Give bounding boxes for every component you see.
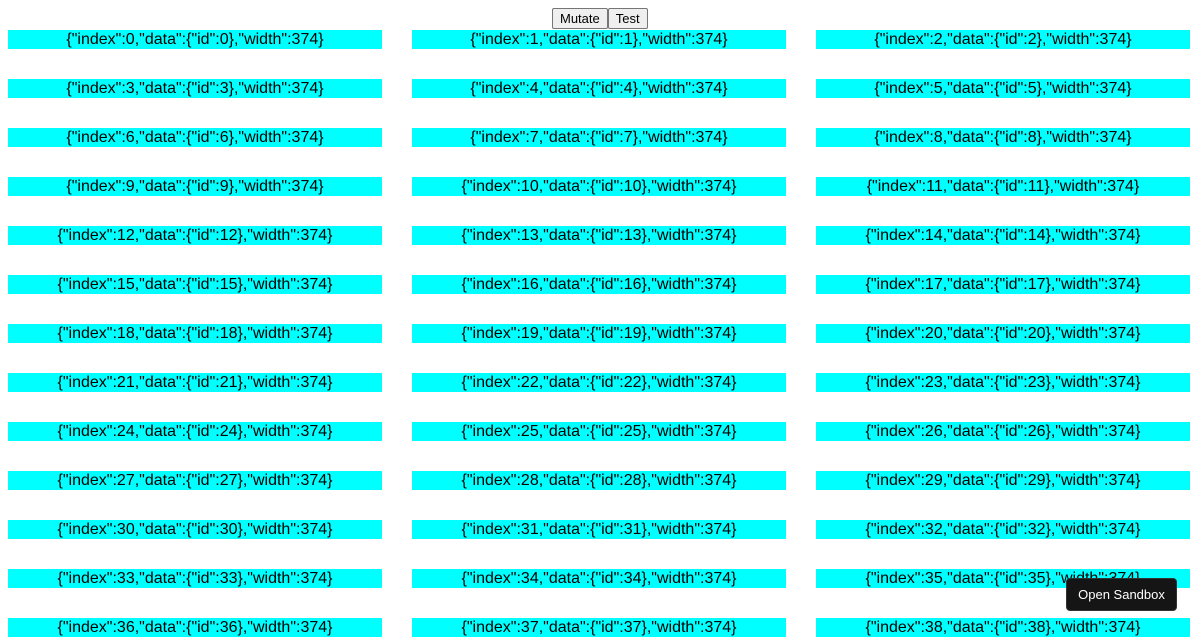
grid-item: {"index":4,"data":{"id":4},"width":374}	[412, 79, 786, 98]
grid-item: {"index":17,"data":{"id":17},"width":374…	[816, 275, 1190, 294]
grid-item: {"index":8,"data":{"id":8},"width":374}	[816, 128, 1190, 147]
grid-item: {"index":38,"data":{"id":38},"width":374…	[816, 618, 1190, 637]
test-button[interactable]: Test	[607, 8, 648, 29]
grid-item: {"index":25,"data":{"id":25},"width":374…	[412, 422, 786, 441]
grid-item: {"index":28,"data":{"id":28},"width":374…	[412, 471, 786, 490]
grid-item: {"index":1,"data":{"id":1},"width":374}	[412, 30, 786, 49]
grid-item: {"index":18,"data":{"id":18},"width":374…	[8, 324, 382, 343]
grid-item: {"index":30,"data":{"id":30},"width":374…	[8, 520, 382, 539]
grid-item: {"index":26,"data":{"id":26},"width":374…	[816, 422, 1190, 441]
grid-item: {"index":24,"data":{"id":24},"width":374…	[8, 422, 382, 441]
grid-item: {"index":33,"data":{"id":33},"width":374…	[8, 569, 382, 588]
grid-item: {"index":15,"data":{"id":15},"width":374…	[8, 275, 382, 294]
grid-item: {"index":37,"data":{"id":37},"width":374…	[412, 618, 786, 637]
grid-item: {"index":32,"data":{"id":32},"width":374…	[816, 520, 1190, 539]
grid-item: {"index":22,"data":{"id":22},"width":374…	[412, 373, 786, 392]
grid-item: {"index":36,"data":{"id":36},"width":374…	[8, 618, 382, 637]
grid-item: {"index":16,"data":{"id":16},"width":374…	[412, 275, 786, 294]
grid-item: {"index":19,"data":{"id":19},"width":374…	[412, 324, 786, 343]
grid-item: {"index":21,"data":{"id":21},"width":374…	[8, 373, 382, 392]
grid-item: {"index":9,"data":{"id":9},"width":374}	[8, 177, 382, 196]
grid-item: {"index":29,"data":{"id":29},"width":374…	[816, 471, 1190, 490]
grid-item: {"index":12,"data":{"id":12},"width":374…	[8, 226, 382, 245]
grid-item: {"index":14,"data":{"id":14},"width":374…	[816, 226, 1190, 245]
grid-item: {"index":27,"data":{"id":27},"width":374…	[8, 471, 382, 490]
grid-item: {"index":3,"data":{"id":3},"width":374}	[8, 79, 382, 98]
open-sandbox-button[interactable]: Open Sandbox	[1066, 578, 1177, 611]
mutate-button[interactable]: Mutate	[552, 8, 608, 29]
grid-item: {"index":13,"data":{"id":13},"width":374…	[412, 226, 786, 245]
grid-item: {"index":0,"data":{"id":0},"width":374}	[8, 30, 382, 49]
toolbar: Mutate Test	[552, 8, 648, 29]
grid-item: {"index":20,"data":{"id":20},"width":374…	[816, 324, 1190, 343]
grid-item: {"index":5,"data":{"id":5},"width":374}	[816, 79, 1190, 98]
grid-item: {"index":34,"data":{"id":34},"width":374…	[412, 569, 786, 588]
grid-item: {"index":23,"data":{"id":23},"width":374…	[816, 373, 1190, 392]
grid-item: {"index":6,"data":{"id":6},"width":374}	[8, 128, 382, 147]
item-grid: {"index":0,"data":{"id":0},"width":374} {…	[8, 30, 1190, 637]
grid-item: {"index":2,"data":{"id":2},"width":374}	[816, 30, 1190, 49]
grid-item: {"index":11,"data":{"id":11},"width":374…	[816, 177, 1190, 196]
grid-item: {"index":31,"data":{"id":31},"width":374…	[412, 520, 786, 539]
grid-item: {"index":7,"data":{"id":7},"width":374}	[412, 128, 786, 147]
grid-item: {"index":10,"data":{"id":10},"width":374…	[412, 177, 786, 196]
